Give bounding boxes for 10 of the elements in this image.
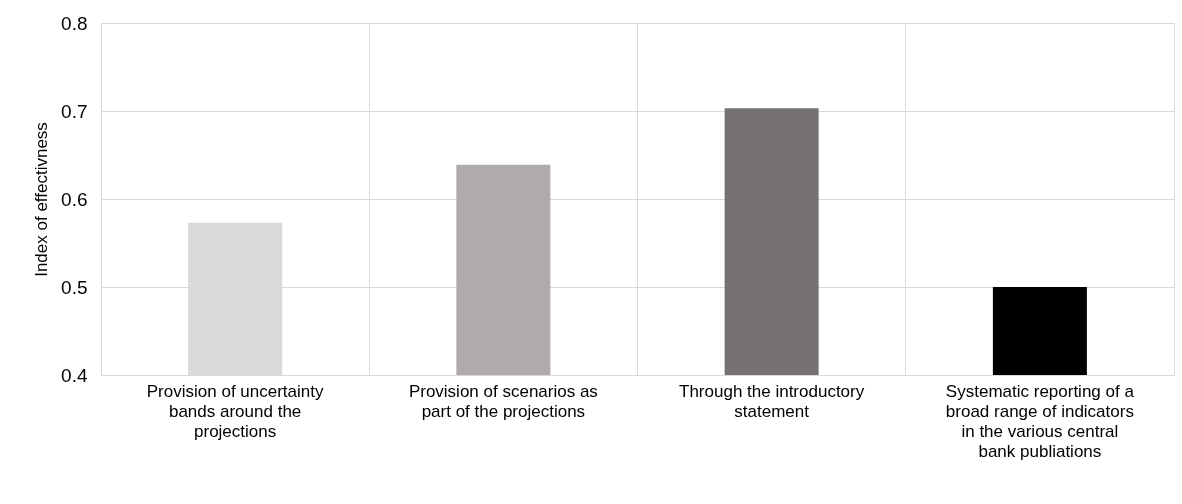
- x-tick-label: Provision of scenarios as part of the projections: [408, 381, 598, 421]
- x-tick-label: Through the introductory statement: [679, 381, 865, 421]
- y-tick-label: 0.8: [61, 12, 88, 34]
- y-tick-label: 0.4: [61, 364, 88, 386]
- y-axis-title: Index of effectivness: [32, 122, 52, 277]
- y-tick-label: 0.5: [61, 276, 88, 298]
- x-tick-label: Provision of uncertainty bands around the projections: [146, 381, 324, 441]
- y-tick-label: 0.6: [61, 188, 88, 210]
- y-tick-label: 0.7: [61, 100, 88, 122]
- x-tick-label: Systematic reporting of a broad range of indicators in the various central bank publiations: [945, 381, 1135, 461]
